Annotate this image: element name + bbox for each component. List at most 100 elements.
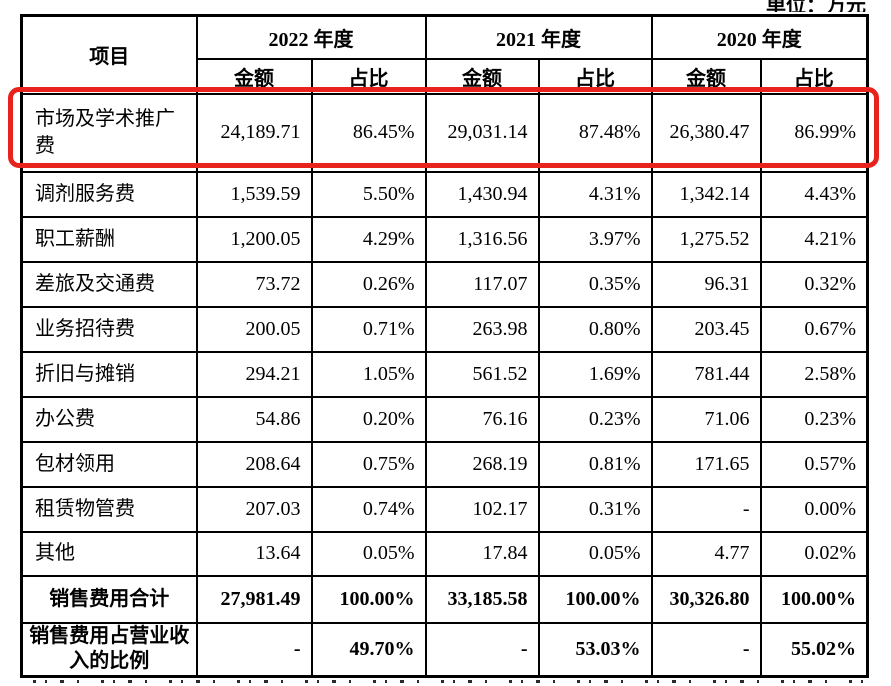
header-item: 项目 — [20, 14, 198, 95]
ratio-cell: 100.00% — [759, 574, 869, 624]
row-label-cell: 职工薪酬 — [20, 215, 198, 263]
row-label-cell: 调剂服务费 — [20, 170, 198, 218]
amount-cell: 76.16 — [424, 395, 540, 443]
header-ratio-2021: 占比 — [537, 57, 653, 95]
ratio-cell: 1.05% — [310, 350, 427, 398]
amount-cell: 29,031.14 — [424, 92, 540, 173]
amount-cell: 1,342.14 — [650, 170, 762, 218]
amount-cell: 1,200.05 — [195, 215, 313, 263]
amount-cell: - — [650, 621, 762, 678]
row-label-cell: 业务招待费 — [20, 305, 198, 353]
header-year-2021: 2021 年度 — [424, 14, 653, 60]
ratio-cell: 0.35% — [537, 260, 653, 308]
amount-cell: 294.21 — [195, 350, 313, 398]
amount-cell: 200.05 — [195, 305, 313, 353]
row-label-cell: 市场及学术推广费 — [20, 92, 198, 173]
ratio-cell: 3.97% — [537, 215, 653, 263]
ratio-cell: 0.32% — [759, 260, 869, 308]
row-label-cell: 折旧与摊销 — [20, 350, 198, 398]
ratio-cell: 49.70% — [310, 621, 427, 678]
ratio-cell: 4.21% — [759, 215, 869, 263]
amount-cell: 1,316.56 — [424, 215, 540, 263]
ratio-cell: 53.03% — [537, 621, 653, 678]
ratio-cell: 1.69% — [537, 350, 653, 398]
header-year-2022: 2022 年度 — [195, 14, 427, 60]
ratio-cell: 0.26% — [310, 260, 427, 308]
header-year-2020: 2020 年度 — [650, 14, 869, 60]
row-label-cell: 其他 — [20, 530, 198, 577]
table-row: 其他 13.64 0.05% 17.84 0.05% 4.77 0.02% — [20, 530, 869, 577]
ratio-cell: 5.50% — [310, 170, 427, 218]
amount-cell: 13.64 — [195, 530, 313, 577]
ratio-cell: 0.67% — [759, 305, 869, 353]
amount-cell: 24,189.71 — [195, 92, 313, 173]
row-label-cell: 差旅及交通费 — [20, 260, 198, 308]
table-row-highlighted: 市场及学术推广费 24,189.71 86.45% 29,031.14 87.48% 26… — [20, 92, 869, 173]
table-header: 项目 2022 年度 2021 年度 2020 年度 金额 占比 金额 占比 金… — [20, 14, 869, 95]
amount-cell: 171.65 — [650, 440, 762, 488]
amount-cell: 30,326.80 — [650, 574, 762, 624]
amount-cell: 561.52 — [424, 350, 540, 398]
row-label-cell: 办公费 — [20, 395, 198, 443]
ratio-cell: 2.58% — [759, 350, 869, 398]
ratio-cell: 0.23% — [759, 395, 869, 443]
ratio-cell: 0.31% — [537, 485, 653, 533]
table-row: 调剂服务费 1,539.59 5.50% 1,430.94 4.31% 1,342.14 4… — [20, 170, 869, 218]
table-row: 销售费用占营业收入的比例 -49.70% -53.03% -55.02% — [20, 621, 869, 678]
ratio-cell: 0.05% — [310, 530, 427, 577]
amount-cell: 27,981.49 — [195, 574, 313, 624]
clipped-footnote-text — [22, 679, 866, 684]
ratio-cell: 0.05% — [537, 530, 653, 577]
ratio-cell: 86.45% — [310, 92, 427, 173]
header-amount-2020: 金额 — [650, 57, 762, 95]
amount-cell: 1,275.52 — [650, 215, 762, 263]
amount-cell: - — [195, 621, 313, 678]
table-row: 差旅及交通费 73.72 0.26% 117.07 0.35% 96.31 0.32% — [20, 260, 869, 308]
header-ratio-2022: 占比 — [310, 57, 427, 95]
amount-cell: 268.19 — [424, 440, 540, 488]
amount-cell: 71.06 — [650, 395, 762, 443]
ratio-cell: 0.75% — [310, 440, 427, 488]
amount-cell: 73.72 — [195, 260, 313, 308]
amount-cell: 4.77 — [650, 530, 762, 577]
row-label-cell: 销售费用占营业收入的比例 — [20, 621, 198, 678]
ratio-cell: 0.74% — [310, 485, 427, 533]
table-row: 业务招待费 200.05 0.71% 263.98 0.80% 203.45 0.67% — [20, 305, 869, 353]
amount-cell: 96.31 — [650, 260, 762, 308]
header-ratio-2020: 占比 — [759, 57, 869, 95]
row-label-cell: 包材领用 — [20, 440, 198, 488]
unit-label: 单位：万元 — [766, 0, 866, 12]
amount-cell: 102.17 — [424, 485, 540, 533]
amount-cell: - — [424, 621, 540, 678]
ratio-cell: 86.99% — [759, 92, 869, 173]
unit-label-text: 单位：万元 — [766, 0, 866, 12]
ratio-cell: 0.81% — [537, 440, 653, 488]
table-row: 销售费用合计 27,981.49 100.00% 33,185.58 100.00% 30… — [20, 574, 869, 624]
amount-cell: 203.45 — [650, 305, 762, 353]
ratio-cell: 0.23% — [537, 395, 653, 443]
amount-cell: 26,380.47 — [650, 92, 762, 173]
header-amount-2022: 金额 — [195, 57, 313, 95]
amount-cell: 207.03 — [195, 485, 313, 533]
ratio-cell: 0.20% — [310, 395, 427, 443]
header-amount-2021: 金额 — [424, 57, 540, 95]
amount-cell: 781.44 — [650, 350, 762, 398]
ratio-cell: 55.02% — [759, 621, 869, 678]
ratio-cell: 0.57% — [759, 440, 869, 488]
amount-cell: 1,430.94 — [424, 170, 540, 218]
table-body: 市场及学术推广费 24,189.71 86.45% 29,031.14 87.48% 26… — [20, 92, 869, 678]
table-row: 折旧与摊销 294.21 1.05% 561.52 1.69% 781.44 2.58% — [20, 350, 869, 398]
ratio-cell: 0.80% — [537, 305, 653, 353]
row-label-cell: 销售费用合计 — [20, 574, 198, 624]
ratio-cell: 100.00% — [537, 574, 653, 624]
table-row: 职工薪酬 1,200.05 4.29% 1,316.56 3.97% 1,275.52 4.… — [20, 215, 869, 263]
table-row: 办公费 54.86 0.20% 76.16 0.23% 71.06 0.23% — [20, 395, 869, 443]
amount-cell: - — [650, 485, 762, 533]
amount-cell: 33,185.58 — [424, 574, 540, 624]
ratio-cell: 4.29% — [310, 215, 427, 263]
amount-cell: 54.86 — [195, 395, 313, 443]
table-row: 租赁物管费 207.03 0.74% 102.17 0.31% -0.00% — [20, 485, 869, 533]
ratio-cell: 0.00% — [759, 485, 869, 533]
ratio-cell: 4.43% — [759, 170, 869, 218]
amount-cell: 263.98 — [424, 305, 540, 353]
